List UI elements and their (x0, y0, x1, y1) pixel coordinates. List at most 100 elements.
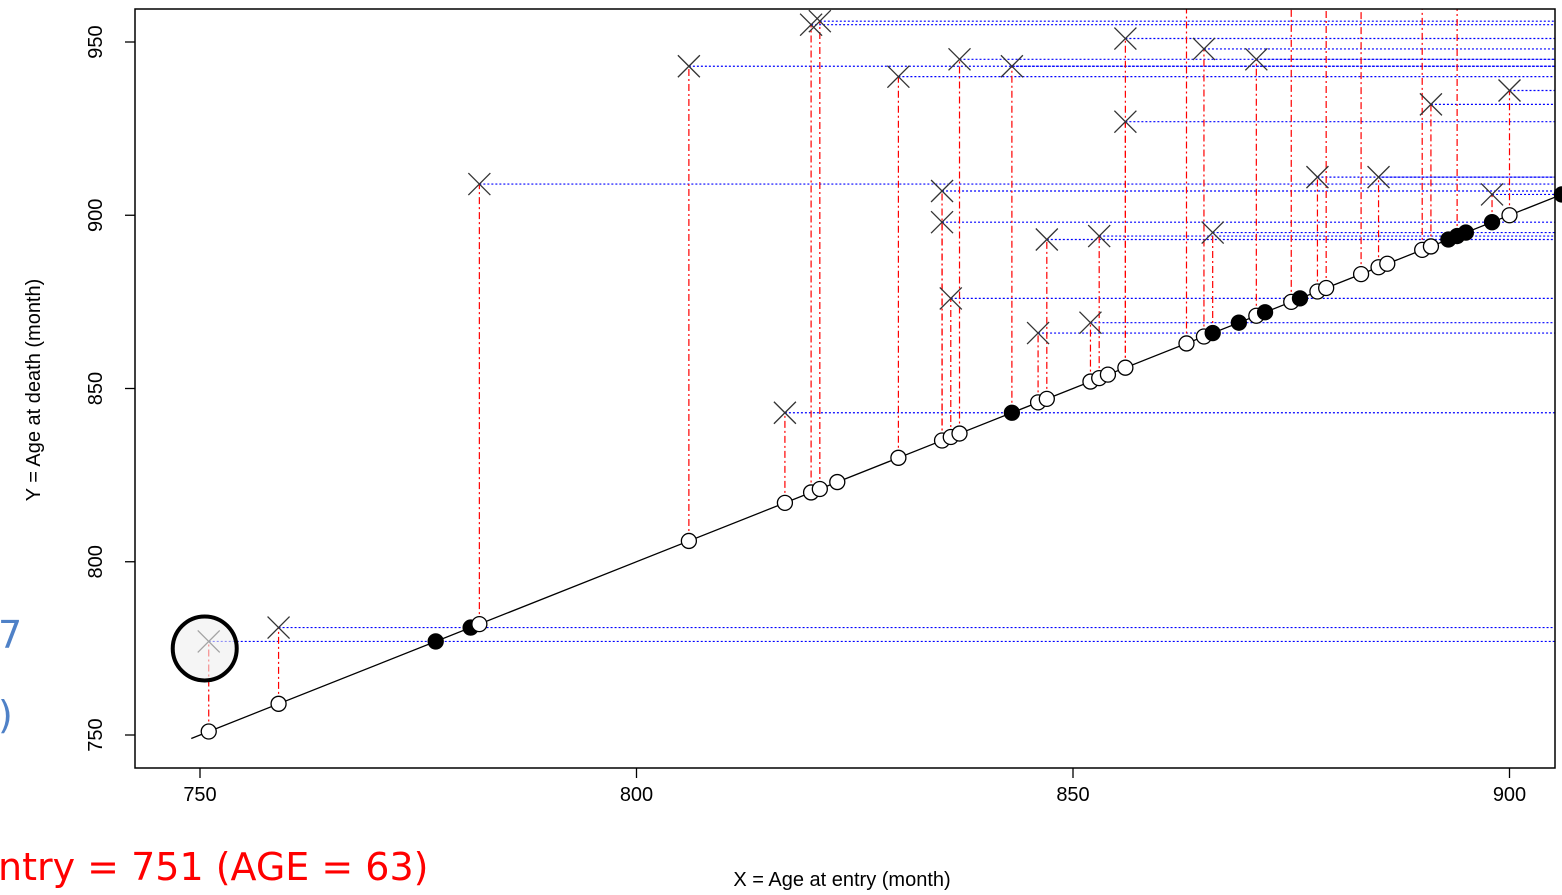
entry-point (471, 615, 488, 633)
death-point (1113, 27, 1137, 50)
death-point (1192, 37, 1216, 61)
y-tick-label: 750 (85, 718, 107, 751)
x-tick-label: 850 (1056, 784, 1089, 806)
death-points (197, 9, 1521, 653)
x-axis-title: X = Age at entry (month) (733, 869, 950, 891)
death-marker-stroke (799, 13, 823, 37)
death-marker-stroke (1192, 37, 1216, 61)
death-point (1113, 110, 1137, 134)
entry-point (1379, 255, 1396, 272)
death-marker-stroke (1026, 321, 1050, 345)
entry-point (1422, 238, 1440, 255)
death-point (1026, 321, 1050, 345)
death-marker-stroke (930, 179, 954, 203)
death-marker-stroke (1498, 79, 1521, 102)
entry-point (200, 723, 217, 740)
entry-point (1291, 290, 1309, 307)
y-tick-label: 900 (85, 199, 107, 232)
entry-point (776, 494, 794, 511)
death-point (1305, 165, 1329, 189)
death-marker-stroke (677, 54, 701, 78)
plot-frame (134, 8, 1556, 769)
death-marker-stroke (773, 401, 797, 425)
entry-point (811, 480, 828, 498)
death-point (1498, 79, 1521, 102)
x-tick-label: 800 (620, 784, 653, 806)
entry-annotation: ntry = 751 (AGE = 63) (0, 845, 429, 889)
death-point (1035, 228, 1059, 251)
entry-point (1256, 304, 1274, 321)
entry-point (1003, 404, 1021, 421)
connector-lines (208, 9, 1555, 732)
death-point (773, 401, 797, 425)
death-point (1201, 221, 1225, 245)
entry-point (951, 425, 968, 442)
entry-point (829, 473, 846, 491)
death-marker-stroke (1244, 47, 1268, 71)
death-marker-stroke (930, 210, 954, 234)
entry-point (680, 532, 698, 550)
death-marker-stroke (1079, 311, 1102, 335)
death-marker-stroke (1035, 228, 1059, 251)
death-marker-stroke (267, 616, 291, 640)
entry-point (427, 633, 444, 650)
death-marker-stroke (1480, 183, 1504, 206)
death-point (1079, 311, 1102, 335)
entry-point (1204, 324, 1221, 342)
death-point (808, 9, 832, 33)
death-point (799, 13, 823, 37)
y-axis-title: Y = Age at death (month) (23, 279, 45, 502)
death-point (1480, 183, 1504, 206)
death-point (1000, 54, 1024, 78)
y-tick-label: 850 (85, 372, 107, 405)
entry-point (1501, 207, 1518, 224)
entry-point (1483, 214, 1501, 231)
y-tick-label: 950 (85, 25, 107, 58)
y-axis: 750 800 850 900 950 (85, 25, 135, 752)
death-marker-stroke (886, 65, 910, 89)
entry-points (200, 186, 1562, 740)
death-point (1367, 165, 1391, 189)
entry-point (1230, 314, 1248, 331)
death-marker-stroke (948, 47, 971, 71)
death-point (1087, 224, 1111, 248)
x-axis: 750 800 850 900 (183, 768, 1526, 806)
death-point (1244, 47, 1268, 71)
y-tick-label: 800 (85, 545, 107, 578)
entry-point (1318, 279, 1335, 297)
death-marker-stroke (1113, 27, 1137, 50)
entry-point (1117, 359, 1134, 376)
death-point (930, 179, 954, 203)
entry-point (1352, 266, 1370, 283)
death-marker-stroke (467, 172, 491, 196)
death-marker-stroke (1419, 92, 1443, 116)
death-marker-stroke (1113, 110, 1137, 134)
entry-point (1178, 335, 1195, 352)
death-point (677, 54, 701, 78)
x-tick-label: 900 (1493, 784, 1526, 806)
death-point (948, 47, 971, 71)
death-marker-stroke (808, 9, 832, 33)
highlight-circle (170, 614, 239, 683)
death-marker-stroke (1087, 224, 1111, 248)
entry-point (1099, 366, 1117, 383)
death-point (467, 172, 491, 196)
entry-point (890, 449, 907, 466)
death-marker-stroke (1201, 221, 1225, 245)
death-annotation-line1: 7 (0, 613, 22, 657)
death-marker-stroke (939, 286, 963, 310)
death-marker-stroke (1367, 165, 1391, 189)
death-point (1419, 92, 1443, 116)
x-tick-label: 750 (183, 784, 216, 806)
death-marker-stroke (1305, 165, 1329, 189)
death-marker-stroke (1000, 54, 1024, 78)
death-annotation-line2: ) (0, 693, 13, 737)
death-point (930, 210, 954, 234)
entry-point (270, 695, 287, 712)
death-point (939, 286, 963, 310)
death-point (886, 65, 910, 89)
death-point (267, 616, 291, 640)
entry-point (1457, 224, 1474, 241)
entry-point (1038, 390, 1055, 408)
